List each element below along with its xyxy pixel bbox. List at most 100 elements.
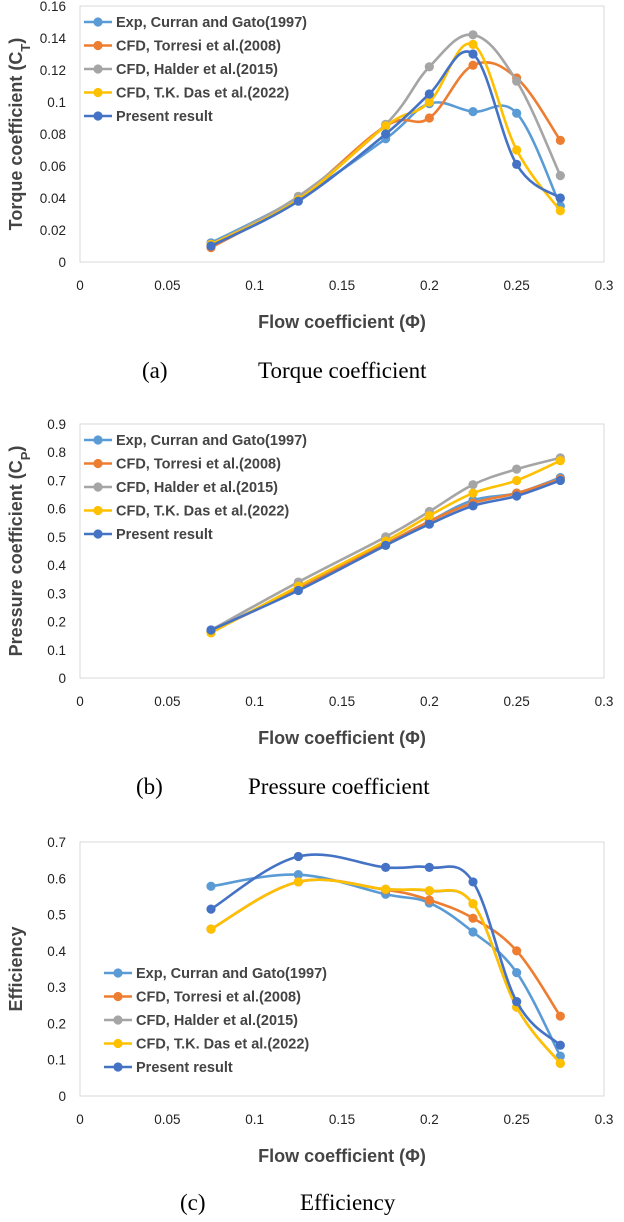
data-point-c-0 xyxy=(555,1051,565,1061)
data-point-c-0 xyxy=(293,870,303,880)
data-point-b-4 xyxy=(381,540,391,550)
x-axis-title-b: Flow coefficient (Φ) xyxy=(258,728,426,748)
series-line-b-1 xyxy=(210,477,561,633)
y-tick-label-b: 0.1 xyxy=(47,643,66,658)
data-point-a-3 xyxy=(555,206,565,216)
y-tick-label-c: 0.2 xyxy=(47,1016,66,1031)
legend-marker-b-2 xyxy=(93,482,103,492)
plot-area-a xyxy=(79,5,605,263)
data-point-c-4 xyxy=(555,1040,565,1050)
x-tick-label-c: 0.25 xyxy=(504,1112,530,1127)
data-point-a-3 xyxy=(512,145,522,155)
data-point-b-3 xyxy=(512,475,522,486)
x-tick-label-a: 0.25 xyxy=(504,278,530,293)
legend-marker-b-1 xyxy=(93,458,103,469)
legend-label-b-0: Exp, Curran and Gato(1997) xyxy=(116,433,307,449)
data-point-b-3 xyxy=(424,511,434,521)
data-point-a-4 xyxy=(555,193,565,203)
legend-marker-b-0 xyxy=(93,435,103,445)
legend-marker-c-1 xyxy=(113,991,123,1002)
legend-label-a-2: CFD, Halder et al.(2015) xyxy=(116,62,278,78)
y-tick-label-a: 0.08 xyxy=(40,127,66,142)
legend-marker-c-0 xyxy=(113,968,123,978)
legend-marker-a-1 xyxy=(93,40,103,51)
series-a-4 xyxy=(206,49,565,251)
legend-marker-c-4 xyxy=(113,1062,123,1072)
data-point-a-1 xyxy=(468,60,478,70)
x-tick-label-c: 0.1 xyxy=(245,1112,264,1127)
data-point-a-3 xyxy=(381,121,391,131)
data-point-c-3 xyxy=(555,1058,565,1068)
data-point-b-3 xyxy=(555,456,565,466)
legend-label-c-1: CFD, Torresi et al.(2008) xyxy=(136,990,301,1006)
data-point-c-1 xyxy=(424,895,434,905)
x-tick-label-a: 0 xyxy=(76,278,84,293)
y-tick-label-a: 0.04 xyxy=(40,191,67,206)
legend-marker-a-4 xyxy=(93,111,103,121)
data-point-c-0 xyxy=(512,968,522,978)
data-point-b-4 xyxy=(293,585,303,596)
caption-c-letter: (c) xyxy=(180,1190,206,1215)
data-point-a-1 xyxy=(424,113,434,123)
data-point-a-2 xyxy=(555,171,565,181)
data-point-b-4 xyxy=(512,491,522,501)
legend-label-a-3: CFD, T.K. Das et al.(2022) xyxy=(116,86,289,102)
data-point-a-4 xyxy=(512,159,522,169)
data-point-c-4 xyxy=(206,904,216,914)
legend-marker-c-2 xyxy=(113,1015,123,1025)
legend-marker-a-2 xyxy=(93,64,103,74)
y-tick-label-a: 0.1 xyxy=(47,95,66,110)
x-tick-label-c: 0.05 xyxy=(154,1112,180,1127)
x-tick-label-c: 0.15 xyxy=(329,1112,355,1127)
y-tick-label-a: 0.02 xyxy=(40,223,66,238)
y-tick-label-b: 0.5 xyxy=(47,530,66,545)
y-tick-label-b: 0.6 xyxy=(47,502,66,517)
legend-marker-c-3 xyxy=(113,1038,123,1049)
x-axis-title-c: Flow coefficient (Φ) xyxy=(258,1146,426,1166)
x-tick-label-c: 0.2 xyxy=(420,1112,439,1127)
y-axis-title-b: Pressure coefficient (CP) xyxy=(6,446,33,657)
data-point-c-3 xyxy=(468,899,478,909)
data-point-c-1 xyxy=(512,946,522,956)
x-tick-label-c: 0.3 xyxy=(595,1112,614,1127)
data-point-c-4 xyxy=(468,877,478,887)
x-tick-label-c: 0 xyxy=(76,1112,84,1127)
x-tick-label-b: 0.15 xyxy=(329,694,355,709)
data-point-b-4 xyxy=(468,501,478,511)
legend-label-b-2: CFD, Halder et al.(2015) xyxy=(116,480,278,496)
plot-area-c xyxy=(79,841,605,1097)
plot-area-b xyxy=(79,423,605,679)
series-c-4 xyxy=(206,851,565,1050)
data-point-b-4 xyxy=(206,625,216,635)
legend-label-c-2: CFD, Halder et al.(2015) xyxy=(136,1013,298,1029)
data-point-c-3 xyxy=(293,877,303,887)
legend-label-c-0: Exp, Curran and Gato(1997) xyxy=(136,966,327,982)
caption-a-title: Torque coefficient xyxy=(258,358,427,383)
x-tick-label-a: 0.1 xyxy=(245,278,264,293)
data-point-a-1 xyxy=(555,135,565,145)
x-tick-label-a: 0.15 xyxy=(329,278,355,293)
y-tick-label-c: 0.3 xyxy=(47,980,66,995)
legend-label-b-3: CFD, T.K. Das et al.(2022) xyxy=(116,504,289,520)
y-tick-label-a: 0.14 xyxy=(40,31,67,46)
data-point-b-3 xyxy=(468,488,478,498)
x-tick-label-a: 0.2 xyxy=(420,278,439,293)
legend-label-a-0: Exp, Curran and Gato(1997) xyxy=(116,15,307,31)
x-tick-label-b: 0.2 xyxy=(420,694,439,709)
data-point-a-4 xyxy=(424,89,434,99)
legend-marker-b-4 xyxy=(93,529,103,539)
x-tick-label-b: 0.3 xyxy=(595,694,614,709)
data-point-c-1 xyxy=(468,913,478,923)
data-point-a-3 xyxy=(424,97,434,107)
y-tick-label-b: 0.9 xyxy=(47,417,66,432)
series-c-3 xyxy=(206,877,565,1068)
data-point-b-4 xyxy=(555,475,565,486)
x-tick-label-b: 0 xyxy=(76,694,84,709)
data-point-c-3 xyxy=(424,886,434,896)
y-tick-label-a: 0.06 xyxy=(40,159,66,174)
y-tick-label-b: 0.2 xyxy=(47,615,66,630)
legend-label-b-4: Present result xyxy=(116,527,213,543)
caption-b-letter: (b) xyxy=(136,774,163,799)
y-tick-label-c: 0.7 xyxy=(47,835,66,850)
